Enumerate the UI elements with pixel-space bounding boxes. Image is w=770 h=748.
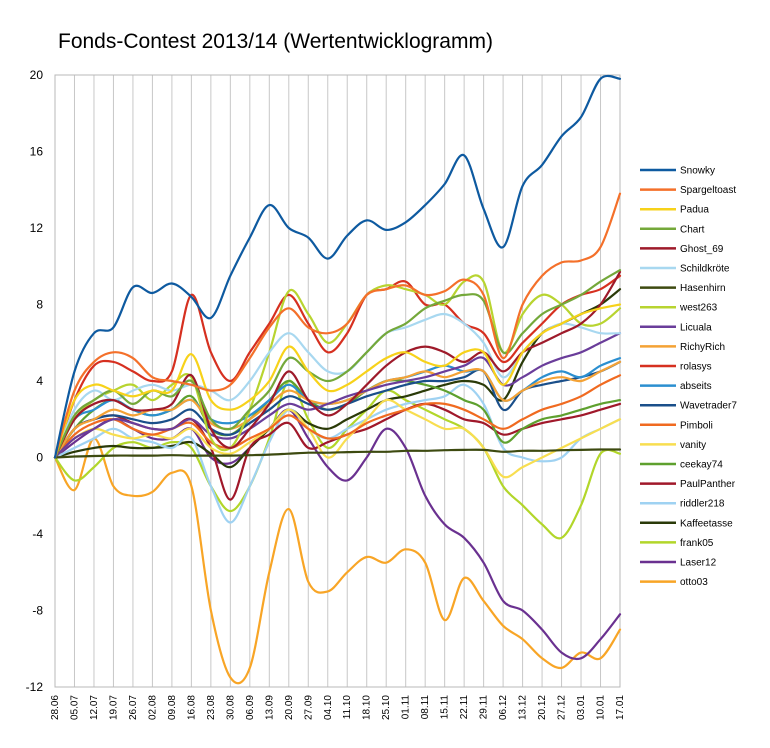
plot-frame	[54, 74, 621, 688]
x-tick-label: 26.07	[128, 695, 139, 720]
chart-title: Fonds-Contest 2013/14 (Wertentwicklogram…	[58, 30, 493, 53]
series-line-spargeltoast	[53, 192, 622, 459]
legend-label: rolasys	[680, 362, 712, 373]
legend-label: Laser12	[680, 558, 717, 569]
x-tick-label: 06.09	[245, 695, 256, 720]
legend-label: Spargeltoast	[680, 185, 736, 196]
x-tick-label: 22.11	[459, 695, 470, 720]
y-axis: -12 -8 -4 0 4 8 12 16 20	[26, 68, 44, 694]
legend-label: otto03	[680, 577, 708, 588]
x-tick-label: 27.12	[557, 695, 568, 720]
x-tick-label: 23.08	[206, 695, 217, 720]
x-tick-label: 04.10	[323, 695, 334, 720]
series-line-riddler218	[53, 383, 622, 524]
legend-label: Wavetrader7	[680, 401, 737, 412]
x-tick-label: 16.08	[186, 695, 197, 720]
x-axis: 28.06 05.07 12.07 19.07 26.07 02.08 09.08 16.08…	[50, 695, 626, 720]
series-line-rolasys	[53, 274, 622, 459]
series-line-licuala	[53, 332, 622, 459]
legend-label: Ghost_69	[680, 244, 724, 255]
x-tick-label: 30.08	[225, 695, 236, 720]
y-tick-label: 8	[36, 298, 43, 312]
legend-label: Licuala	[680, 322, 712, 333]
y-tick-label: -4	[32, 527, 43, 541]
legend: Snowky Spargeltoast Padua Chart Ghost_69 Schi…	[640, 166, 737, 588]
x-tick-label: 19.07	[108, 695, 119, 720]
x-tick-label: 10.01	[596, 695, 607, 720]
series-line-hasenhirn	[53, 448, 622, 459]
x-tick-label: 13.09	[264, 695, 275, 720]
legend-label: Pimboli	[680, 420, 713, 431]
y-tick-label: -8	[32, 604, 43, 618]
y-tick-label: 12	[30, 221, 44, 235]
legend-label: Padua	[680, 205, 709, 216]
x-tick-label: 08.11	[420, 695, 431, 720]
x-tick-label: 25.10	[381, 695, 392, 720]
y-tick-label: 4	[36, 374, 43, 388]
x-tick-label: 20.12	[537, 695, 548, 720]
x-tick-label: 17.01	[615, 695, 626, 720]
x-tick-label: 18.10	[362, 695, 373, 720]
legend-label: west263	[679, 303, 718, 314]
x-tick-label: 01.11	[401, 695, 412, 720]
x-tick-label: 28.06	[50, 695, 61, 720]
y-tick-label: 20	[30, 68, 44, 82]
legend-label: PaulPanther	[680, 479, 736, 490]
legend-label: Chart	[680, 224, 705, 235]
legend-label: Kaffeetasse	[680, 518, 733, 529]
series-line-ceekay74	[53, 379, 622, 459]
legend-label: abseits	[680, 381, 712, 392]
x-tick-label: 29.11	[479, 695, 490, 720]
series-line-pimboli	[53, 374, 622, 459]
x-tick-label: 11.10	[342, 695, 353, 720]
legend-label: Snowky	[680, 166, 715, 177]
series-line-west263	[53, 274, 622, 459]
x-tick-label: 03.01	[576, 695, 587, 720]
y-tick-label: 0	[36, 451, 43, 465]
x-tick-label: 15.11	[440, 695, 451, 720]
y-tick-label: -12	[26, 680, 44, 694]
legend-label: vanity	[680, 440, 706, 451]
y-tick-label: 16	[30, 145, 44, 159]
legend-label: ceekay74	[680, 460, 723, 471]
series-line-padua	[53, 303, 622, 459]
series-line-kaffeetasse	[53, 288, 622, 469]
legend-label: frank05	[680, 538, 714, 549]
x-tick-label: 05.07	[69, 695, 80, 720]
series-line-snowky	[53, 74, 622, 459]
x-tick-label: 13.12	[518, 695, 529, 720]
x-tick-label: 02.08	[147, 695, 158, 720]
legend-label: Hasenhirn	[680, 283, 726, 294]
x-tick-label: 12.07	[89, 695, 100, 720]
series-lines	[53, 74, 622, 685]
legend-label: Schildkröte	[680, 264, 730, 275]
x-tick-label: 09.08	[167, 695, 178, 720]
series-line-otto03	[53, 437, 622, 685]
series-line-frank05	[53, 379, 622, 540]
legend-label: riddler218	[680, 499, 725, 510]
x-tick-label: 06.12	[498, 695, 509, 720]
series-line-laser12	[53, 408, 622, 661]
legend-label: RichyRich	[680, 342, 725, 353]
x-tick-label: 27.09	[303, 695, 314, 720]
x-tick-label: 20.09	[284, 695, 295, 720]
